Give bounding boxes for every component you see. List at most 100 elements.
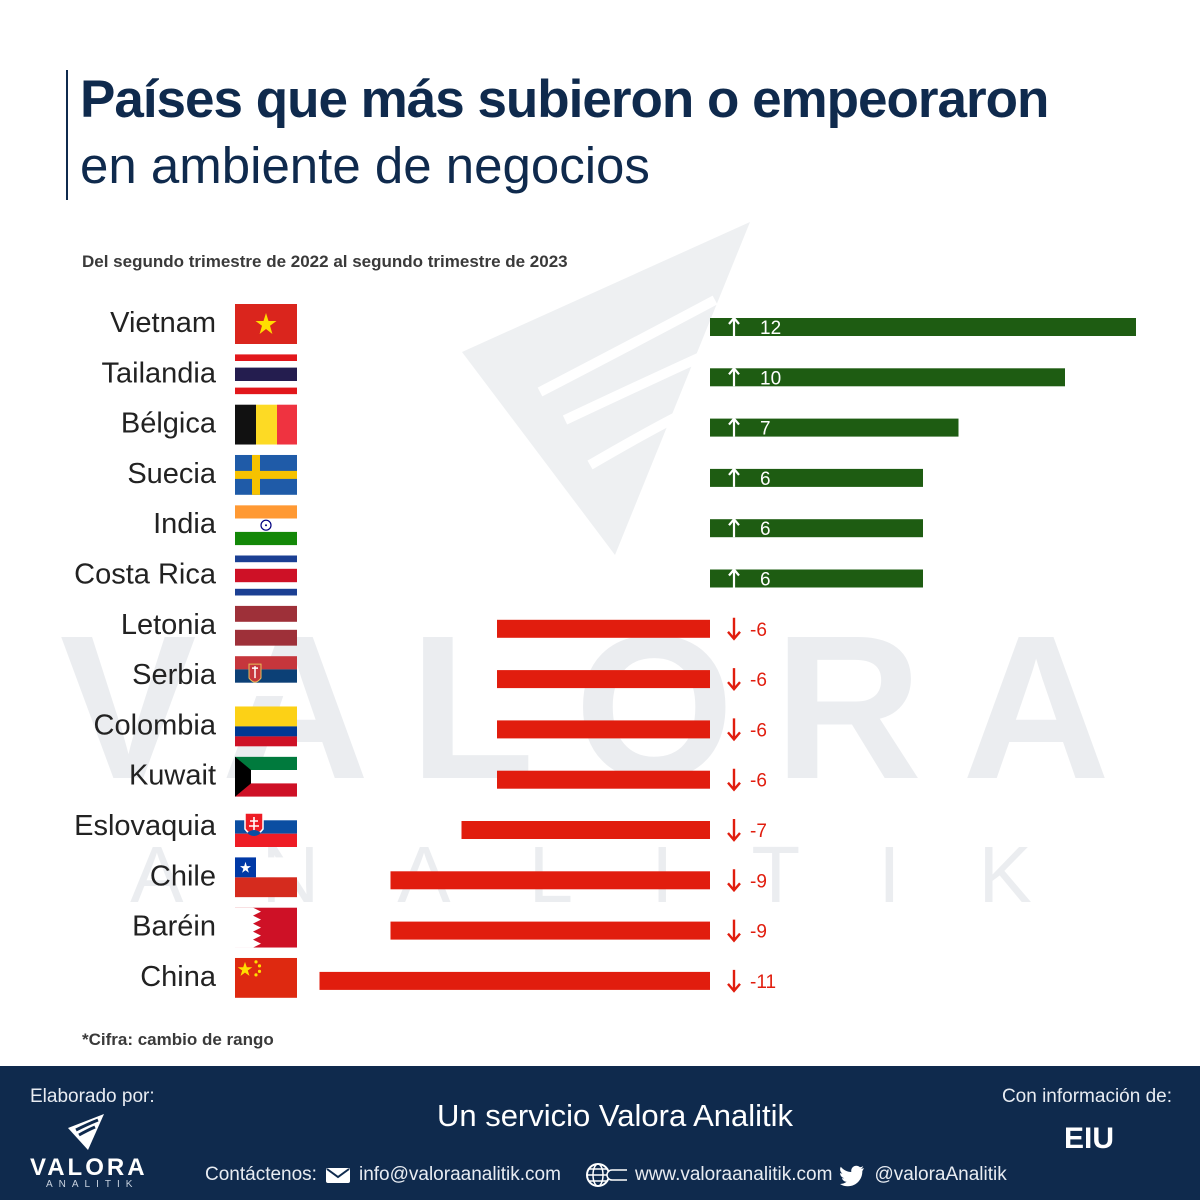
barein-flag <box>235 907 297 948</box>
value-label: -6 <box>750 771 767 792</box>
valora-logo-subtext: ANALITIK <box>46 1179 139 1190</box>
letonia-flag <box>235 605 297 646</box>
email-link[interactable]: info@valoraanalitik.com <box>358 1164 561 1185</box>
value-label: -6 <box>750 720 767 741</box>
arrow-down-icon <box>727 819 741 842</box>
category-label: Tailandia <box>102 357 217 389</box>
arrow-up-icon <box>728 567 740 588</box>
value-label: -6 <box>750 620 767 641</box>
footer: Elaborado por: VALORA ANALITIK Un servic… <box>0 1066 1200 1200</box>
bar-negative <box>461 821 710 839</box>
contact-bar: Contáctenos: info@valoraanalitik.com www… <box>205 1162 1007 1188</box>
arrow-down-icon <box>727 718 741 742</box>
bar-positive <box>710 468 923 487</box>
bar-negative <box>319 971 710 990</box>
category-label: Letonia <box>121 609 217 641</box>
chart-row: India 6 <box>153 505 923 546</box>
bar-negative <box>497 770 710 789</box>
arrow-down-icon <box>727 869 741 893</box>
chart-row: Serbia -6 <box>132 656 767 697</box>
category-label: Bélgica <box>121 408 217 440</box>
email-icon <box>325 1168 350 1183</box>
valora-logo-text: VALORA <box>30 1154 148 1181</box>
category-label: China <box>140 961 217 993</box>
bar-chart: Vietnam 12 Tailandia 10 Bélgica 7 Suecia 6 India… <box>74 304 1136 998</box>
arrow-down-icon <box>727 919 741 943</box>
category-label: India <box>153 508 217 540</box>
arrow-down-icon <box>727 668 741 691</box>
serbia-flag <box>235 656 297 697</box>
category-label: Vietnam <box>110 307 216 339</box>
value-label: -7 <box>750 821 767 842</box>
category-label: Costa Rica <box>74 559 217 591</box>
bar-positive <box>710 368 1065 387</box>
source-name: EIU <box>1063 1122 1114 1155</box>
contact-label: Contáctenos: <box>205 1164 317 1185</box>
chart-row: Costa Rica 6 <box>74 555 923 596</box>
bar-negative <box>390 921 710 940</box>
globe-icon <box>585 1163 627 1187</box>
india-flag <box>235 505 297 546</box>
arrow-up-icon <box>728 467 740 487</box>
kuwait-flag <box>235 756 297 797</box>
category-label: Kuwait <box>129 760 216 792</box>
arrow-up-icon <box>728 517 740 538</box>
website-link[interactable]: www.valoraanalitik.com <box>634 1164 833 1185</box>
chart-row: Letonia -6 <box>121 605 767 646</box>
title-block: Países que más subieron o empeoraron en … <box>66 70 1049 200</box>
category-label: Suecia <box>127 458 217 490</box>
value-label: 7 <box>760 419 771 440</box>
made-by-label: Elaborado por: <box>30 1086 155 1107</box>
chart-row: Suecia 6 <box>127 454 923 495</box>
arrow-up-icon <box>728 316 740 336</box>
valora-logo-icon <box>68 1114 104 1150</box>
suecia-flag <box>235 454 297 495</box>
bar-negative <box>497 720 710 739</box>
page-title: Países que más subieron o empeoraron <box>80 70 1049 129</box>
tailandia-flag <box>235 354 297 395</box>
china-flag <box>235 957 297 998</box>
value-label: 6 <box>760 570 771 591</box>
colombia-flag <box>235 706 297 747</box>
service-text: Un servicio Valora Analitik <box>436 1098 794 1133</box>
twitter-icon <box>840 1165 865 1187</box>
arrow-down-icon <box>727 969 741 993</box>
category-label: Baréin <box>132 911 216 943</box>
arrow-down-icon <box>727 617 741 641</box>
category-label: Chile <box>150 860 216 892</box>
chart-row: Vietnam 12 <box>110 304 1136 344</box>
chart-row: China -11 <box>140 957 776 998</box>
twitter-handle[interactable]: @valoraAnalitik <box>874 1164 1007 1185</box>
value-label: 10 <box>760 368 781 389</box>
chart-row: Chile -9 <box>150 857 767 898</box>
page-title-secondary: en ambiente de negocios <box>80 137 650 194</box>
chart-row: Bélgica 7 <box>121 404 959 445</box>
value-label: -6 <box>750 670 767 691</box>
value-label: -9 <box>750 922 767 943</box>
bar-positive <box>710 569 923 588</box>
belgica-flag <box>235 404 297 445</box>
bar-negative <box>497 619 710 638</box>
source-label: Con información de: <box>1001 1086 1172 1107</box>
bar-positive <box>710 519 923 538</box>
chart-subtitle: Del segundo trimestre de 2022 al segundo… <box>82 252 568 271</box>
eslovaquia-flag <box>235 807 297 847</box>
chile-flag <box>235 857 297 898</box>
chart-row: Baréin -9 <box>132 907 767 948</box>
value-label: -9 <box>750 871 767 892</box>
value-label: 12 <box>760 318 781 339</box>
category-label: Eslovaquia <box>74 810 217 842</box>
bar-positive <box>710 418 959 437</box>
category-label: Serbia <box>132 659 217 691</box>
vietnam-flag <box>235 304 297 344</box>
arrow-down-icon <box>727 768 741 792</box>
category-label: Colombia <box>94 709 217 741</box>
chart-row: Tailandia 10 <box>102 354 1065 395</box>
footnote: *Cifra: cambio de rango <box>82 1030 274 1049</box>
value-label: 6 <box>760 469 771 490</box>
arrow-up-icon <box>728 416 740 437</box>
chart-row: Colombia -6 <box>94 706 767 747</box>
bar-negative <box>497 670 710 689</box>
value-label: -11 <box>750 972 776 993</box>
arrow-up-icon <box>728 366 740 387</box>
